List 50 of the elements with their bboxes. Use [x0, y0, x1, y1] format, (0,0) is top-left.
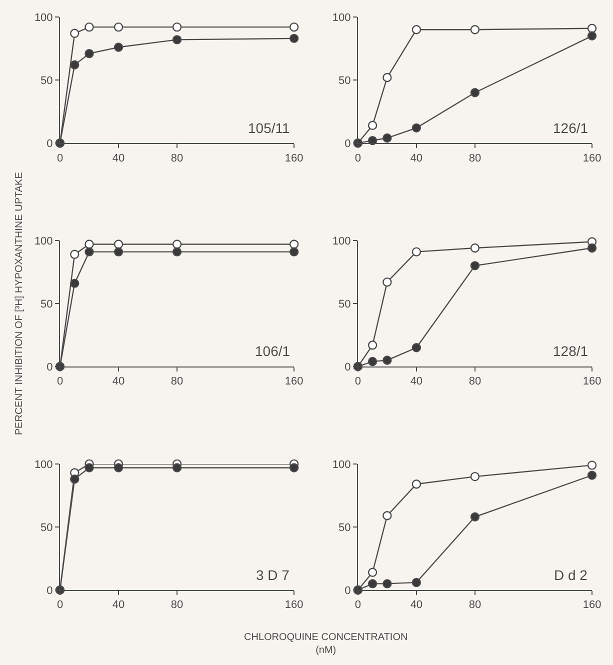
y-tick-label: 0	[344, 584, 351, 597]
y-tick-label: 50	[40, 522, 53, 534]
y-tick-label: 50	[40, 74, 53, 87]
x-tick-label: 40	[410, 152, 423, 164]
x-tick-label: 40	[112, 152, 125, 164]
y-tick-label: 0	[46, 584, 53, 597]
x-axis-title: CHLOROQUINE CONCENTRATION (nM)	[244, 632, 408, 656]
x-tick-label: 80	[170, 376, 184, 388]
y-tick-label: 100	[34, 12, 53, 24]
y-tick-label: 0	[344, 361, 351, 374]
y-tick-label: 100	[332, 12, 351, 24]
y-tick-label: 50	[40, 298, 53, 310]
annotation: 105/11	[248, 120, 290, 136]
x-tick-label: 40	[410, 599, 423, 612]
x-tick-label: 160	[284, 376, 304, 388]
x-tick-label: 80	[468, 152, 482, 164]
x-tick-label: 40	[112, 599, 125, 612]
annotation: 3 D 7	[256, 567, 290, 583]
y-tick-label: 50	[338, 522, 351, 534]
annotation: 128/1	[553, 343, 588, 359]
y-axis-title: PERCENT INHIBITION OF [³H] HYPOXANTHINE UPTAKE	[14, 172, 26, 436]
y-tick-label: 100	[34, 458, 53, 471]
y-tick-label: 50	[338, 74, 351, 87]
x-tick-label: 80	[468, 376, 482, 388]
x-tick-label: 80	[170, 599, 184, 612]
y-tick-label: 0	[46, 138, 53, 150]
x-tick-label: 80	[468, 599, 482, 612]
x-tick-label: 40	[112, 376, 125, 388]
x-tick-label: 0	[56, 152, 64, 164]
x-tick-label: 160	[284, 599, 304, 612]
x-tick-label: 160	[284, 152, 304, 164]
y-tick-label: 100	[332, 458, 351, 471]
y-tick-label: 0	[344, 138, 351, 150]
annotation: 126/1	[553, 120, 588, 136]
x-tick-label: 160	[582, 152, 602, 164]
annotation: D d 2	[554, 567, 588, 583]
annotation: 106/1	[255, 343, 290, 359]
x-tick-label: 40	[410, 376, 423, 388]
x-tick-label: 0	[354, 152, 361, 164]
x-tick-label: 0	[354, 376, 361, 388]
y-tick-label: 50	[338, 298, 351, 310]
x-tick-label: 0	[354, 599, 361, 612]
x-tick-label: 160	[582, 599, 602, 612]
y-tick-label: 100	[332, 235, 351, 248]
x-tick-label: 0	[56, 376, 64, 388]
x-tick-label: 0	[56, 599, 64, 612]
y-tick-label: 100	[34, 235, 53, 248]
x-tick-label: 160	[582, 376, 602, 388]
y-tick-label: 0	[46, 361, 53, 374]
x-tick-label: 80	[170, 152, 184, 164]
